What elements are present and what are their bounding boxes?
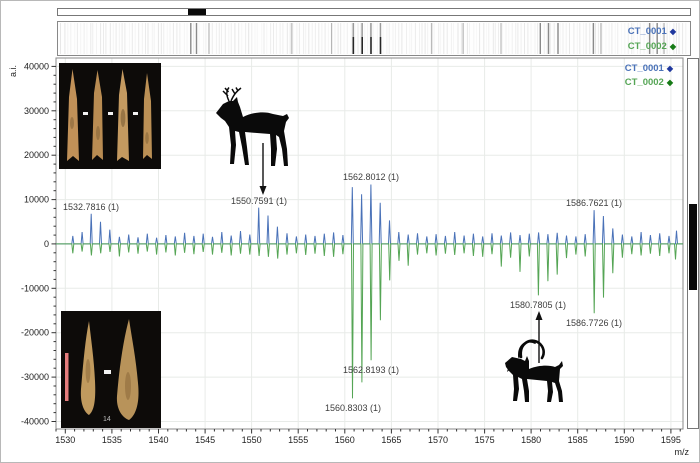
- peak-label: 1586.7621 (1): [565, 198, 623, 208]
- svg-text:1530: 1530: [55, 435, 75, 445]
- diamond-marker-icon: ◆: [666, 64, 673, 73]
- svg-text:1590: 1590: [614, 435, 634, 445]
- bone-texture: [70, 117, 74, 129]
- scale-dash: [108, 112, 113, 115]
- red-deer-silhouette: [216, 87, 289, 166]
- diamond-marker-icon: ◆: [669, 42, 676, 51]
- svg-text:1550: 1550: [242, 435, 262, 445]
- overview-legend-item-ct0002: CT_0002 ◆: [628, 39, 676, 54]
- deer-antlers: [222, 87, 242, 102]
- peak-label: 1550.7591 (1): [230, 196, 288, 206]
- arrow-head-down-icon: [259, 186, 267, 195]
- deer-body: [216, 97, 289, 166]
- bone-texture: [145, 132, 149, 144]
- svg-text:1580: 1580: [521, 435, 541, 445]
- spectrum-overview-strip[interactable]: CT_0001 ◆ CT_0002 ◆: [57, 21, 691, 56]
- bone-point: [116, 319, 139, 420]
- svg-text:1575: 1575: [475, 435, 495, 445]
- bone-points-photo-top: [59, 63, 161, 169]
- svg-text:1570: 1570: [428, 435, 448, 445]
- scale-dash: [83, 112, 88, 115]
- vertical-scrollbar-thumb[interactable]: [689, 204, 697, 290]
- svg-text:a.i.: a.i.: [8, 65, 18, 77]
- ibex-body: [505, 356, 563, 402]
- overview-bars: [60, 23, 687, 54]
- spectrum-series-ct0001: [56, 184, 683, 245]
- bone-point: [67, 69, 79, 161]
- svg-text:m/z: m/z: [675, 447, 690, 457]
- diamond-marker-icon: ◆: [669, 27, 676, 36]
- deer-peak-arrow: [259, 143, 267, 195]
- overview-legend: CT_0001 ◆ CT_0002 ◆: [628, 24, 676, 54]
- peak-label: 1580.7805 (1): [509, 300, 567, 310]
- horizontal-scrollbar[interactable]: [57, 8, 691, 16]
- svg-text:20000: 20000: [24, 150, 49, 160]
- svg-text:10000: 10000: [24, 195, 49, 205]
- bone-texture: [120, 109, 126, 127]
- svg-text:1565: 1565: [381, 435, 401, 445]
- svg-text:-10000: -10000: [21, 283, 49, 293]
- peak-label: 1560.8303 (1): [324, 403, 382, 413]
- scale-dash: [133, 112, 138, 115]
- svg-text:1545: 1545: [195, 435, 215, 445]
- svg-text:-40000: -40000: [21, 417, 49, 427]
- svg-text:-20000: -20000: [21, 328, 49, 338]
- spectrum-series-ct0002: [56, 243, 683, 399]
- bone-texture: [125, 372, 131, 400]
- legend-label: CT_0002: [624, 77, 664, 88]
- svg-text:1560: 1560: [335, 435, 355, 445]
- diamond-marker-icon: ◆: [666, 78, 673, 87]
- ibex-peak-arrow: [535, 311, 543, 363]
- svg-text:0: 0: [44, 239, 49, 249]
- legend-label: CT_0001: [627, 26, 667, 37]
- axis-ticks: [51, 65, 681, 434]
- photo-caption: 14: [103, 416, 111, 423]
- ibex-horn: [518, 340, 536, 358]
- plot-legend-item-ct0002: CT_0002 ◆: [625, 76, 673, 90]
- bone-texture: [96, 126, 100, 140]
- bone-point: [92, 70, 103, 160]
- legend-label: CT_0001: [624, 63, 664, 74]
- peak-label: 1562.8193 (1): [342, 365, 400, 375]
- vertical-scrollbar[interactable]: [687, 58, 699, 429]
- plot-legend-item-ct0001: CT_0001 ◆: [625, 62, 673, 76]
- svg-text:-30000: -30000: [21, 372, 49, 382]
- photo-background: [61, 311, 161, 428]
- red-scale-bar: [65, 353, 69, 401]
- peak-label: 1532.7816 (1): [62, 202, 120, 212]
- horizontal-scrollbar-thumb[interactable]: [188, 9, 206, 15]
- svg-text:1540: 1540: [148, 435, 168, 445]
- svg-text:1555: 1555: [288, 435, 308, 445]
- peak-label: 1562.8012 (1): [342, 172, 400, 182]
- bone-points-photo-bottom: 14: [61, 311, 161, 428]
- svg-text:1585: 1585: [568, 435, 588, 445]
- legend-label: CT_0002: [627, 41, 667, 52]
- svg-text:40000: 40000: [24, 61, 49, 71]
- svg-text:30000: 30000: [24, 106, 49, 116]
- plot-legend: CT_0001 ◆ CT_0002 ◆: [625, 62, 673, 90]
- overview-legend-item-ct0001: CT_0001 ◆: [628, 24, 676, 39]
- svg-text:1535: 1535: [102, 435, 122, 445]
- svg-text:1595: 1595: [661, 435, 681, 445]
- bone-texture: [85, 359, 91, 383]
- arrow-head-up-icon: [535, 311, 543, 320]
- scale-dash: [104, 370, 111, 374]
- peak-label: 1586.7726 (1): [565, 318, 623, 328]
- axis-tick-labels: 1530 1535 1540 1545 1550 1555 1560 1565 1570 1575…: [8, 61, 689, 457]
